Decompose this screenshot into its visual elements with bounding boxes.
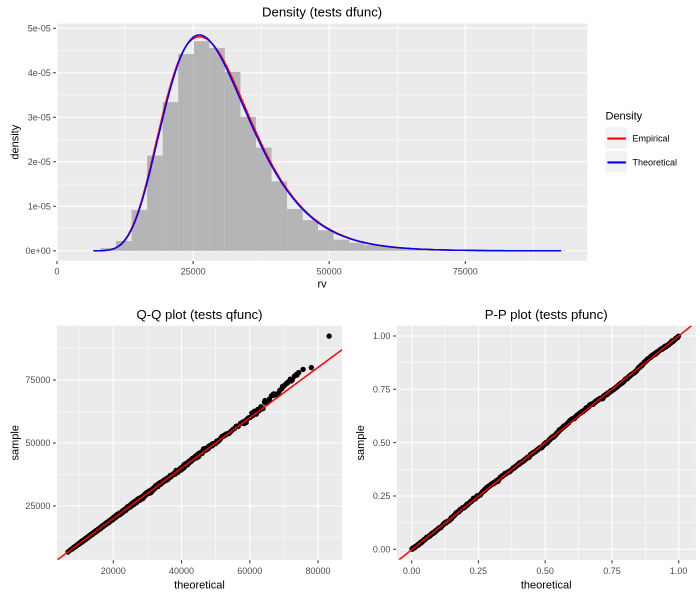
svg-text:Density: Density [606,111,643,123]
svg-text:rv: rv [318,278,328,290]
svg-text:1e-05: 1e-05 [28,202,51,212]
svg-text:3e-05: 3e-05 [28,113,51,123]
svg-text:0.75: 0.75 [373,385,391,395]
svg-text:40000: 40000 [169,566,194,576]
svg-text:75000: 75000 [25,375,50,385]
svg-text:1.00: 1.00 [373,331,391,341]
svg-text:Q-Q plot (tests qfunc): Q-Q plot (tests qfunc) [136,307,262,322]
svg-text:0.00: 0.00 [373,545,391,555]
svg-text:75000: 75000 [453,267,478,277]
svg-text:25000: 25000 [25,501,50,511]
svg-text:0.50: 0.50 [536,566,554,576]
svg-text:0.50: 0.50 [373,438,391,448]
svg-text:80000: 80000 [305,566,330,576]
svg-text:2e-05: 2e-05 [28,157,51,167]
svg-text:Empirical: Empirical [633,134,670,144]
svg-text:0.25: 0.25 [470,566,488,576]
svg-text:0.25: 0.25 [373,491,391,501]
svg-text:5e-05: 5e-05 [28,24,51,34]
svg-text:50000: 50000 [25,438,50,448]
svg-text:theoretical: theoretical [174,580,225,592]
svg-text:60000: 60000 [237,566,262,576]
svg-text:0: 0 [54,267,59,277]
svg-text:Density (tests dfunc): Density (tests dfunc) [262,5,382,20]
svg-text:4e-05: 4e-05 [28,68,51,78]
svg-text:sample: sample [355,425,367,460]
svg-text:Theoretical: Theoretical [633,157,678,167]
svg-text:20000: 20000 [101,566,126,576]
svg-text:50000: 50000 [317,267,342,277]
svg-text:theoretical: theoretical [521,580,572,592]
svg-text:density: density [9,124,21,159]
svg-text:sample: sample [9,425,21,460]
svg-text:0.75: 0.75 [603,566,621,576]
svg-text:25000: 25000 [181,267,206,277]
svg-text:0.00: 0.00 [403,566,421,576]
svg-text:1.00: 1.00 [670,566,688,576]
svg-text:0e+00: 0e+00 [26,246,51,256]
svg-text:P-P plot (tests pfunc): P-P plot (tests pfunc) [485,307,608,322]
